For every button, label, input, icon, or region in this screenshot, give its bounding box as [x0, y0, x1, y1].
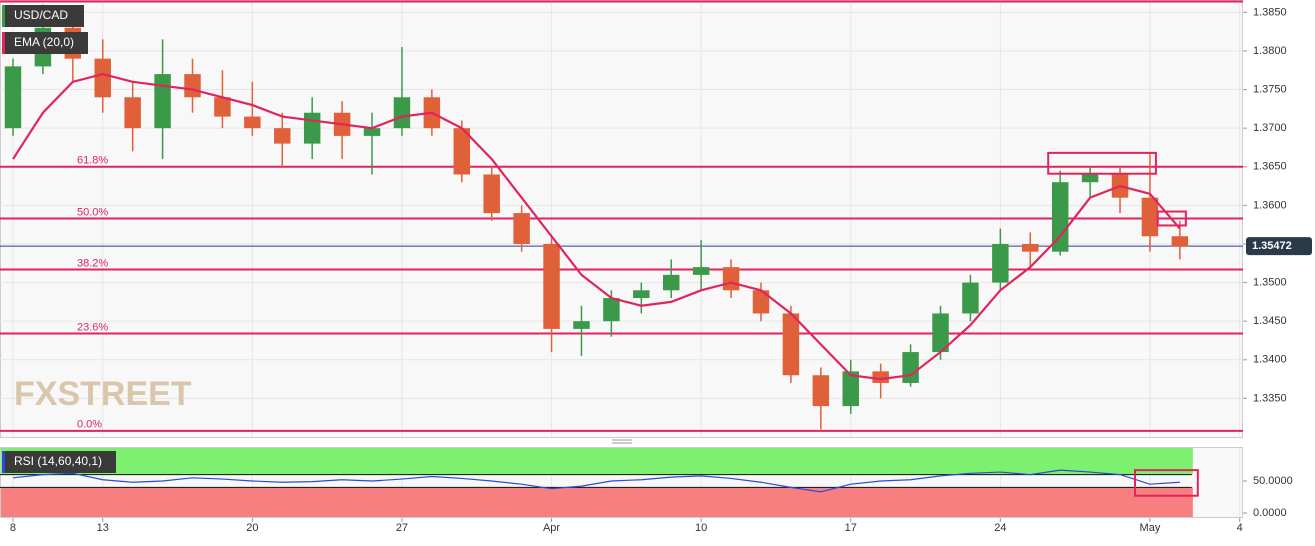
y-tick-label: 1.3750 [1253, 83, 1287, 95]
legend-rsi: RSI (14,60,40,1) [14, 454, 102, 468]
y-tick-label: 1.3800 [1253, 45, 1287, 57]
x-tick-label: 10 [695, 522, 707, 534]
rsi-tick-label: 0.0000 [1253, 507, 1287, 519]
current-price-label: 1.35472 [1252, 240, 1292, 252]
candle-body [363, 128, 381, 136]
candle-body [124, 97, 141, 129]
candle-body [393, 97, 411, 129]
y-tick-label: 1.3350 [1253, 392, 1287, 404]
watermark: FXSTREET [14, 375, 192, 413]
candle-body [962, 282, 979, 314]
candle-body [1022, 243, 1039, 252]
ema-line [12, 72, 1181, 381]
candle-body [94, 58, 111, 98]
legend-box [2, 32, 88, 54]
candle-body [483, 174, 500, 214]
fib-label: 0.0% [77, 419, 102, 431]
candle-body [184, 74, 201, 98]
candle-body [303, 112, 321, 144]
candle-body [4, 66, 22, 129]
candle-body [513, 213, 530, 244]
candle-body [1081, 174, 1099, 183]
candle-body [842, 371, 859, 407]
fib-label: 61.8% [77, 155, 108, 167]
candle-body [154, 74, 171, 129]
x-tick-label: Apr [543, 522, 560, 534]
candle-body [872, 371, 889, 383]
candle-body [1141, 197, 1159, 237]
rsi-zones [0, 448, 1193, 517]
legend-swatch [2, 32, 5, 54]
x-tick-label: 17 [845, 522, 857, 534]
rsi-oversold-zone [1, 487, 1193, 517]
candle-body [752, 290, 770, 314]
legend-swatch [2, 5, 5, 27]
rsi-highlight-box [1133, 469, 1199, 497]
candle-body [244, 116, 261, 129]
legend-ema: EMA (20,0) [14, 35, 74, 49]
y-tick-label: 1.3850 [1253, 6, 1287, 18]
x-tick-label: May [1140, 522, 1161, 534]
fib-label: 50.0% [77, 206, 108, 218]
legend-swatch [2, 451, 5, 473]
candle-body [1171, 236, 1189, 247]
x-tick-label: 20 [246, 522, 258, 534]
rsi-tick-label: 50.0000 [1253, 475, 1293, 487]
candle-body [543, 243, 560, 329]
y-tick-label: 1.3400 [1253, 354, 1287, 366]
candle-body [812, 375, 830, 407]
candle-body [722, 267, 740, 291]
x-tick-label: 27 [396, 522, 408, 534]
x-tick-label: 4 [1237, 522, 1243, 534]
y-tick-label: 1.3500 [1253, 276, 1287, 288]
y-tick-label: 1.3450 [1253, 315, 1287, 327]
legend-box [2, 5, 84, 27]
highlight-box [1047, 151, 1157, 175]
highlight-box [1156, 210, 1187, 227]
x-tick-label: 24 [994, 522, 1006, 534]
x-tick-label: 8 [10, 522, 16, 534]
candle-body [633, 290, 650, 299]
candle-body [992, 243, 1009, 283]
candle-body [782, 313, 800, 376]
current-price-badge [1246, 237, 1312, 256]
y-tick-label: 1.3600 [1253, 199, 1287, 211]
legend-symbol: USD/CAD [14, 8, 68, 22]
candle-body [692, 267, 710, 275]
rsi-line [12, 469, 1180, 493]
rsi-overbought-zone [1, 448, 1193, 475]
y-tick-label: 1.3700 [1253, 122, 1287, 134]
candle-body [214, 97, 231, 117]
candle-body [453, 128, 471, 175]
candle-body [932, 313, 949, 353]
candle-body [902, 352, 919, 383]
y-tick-label: 1.3650 [1253, 161, 1287, 173]
plot: 61.8% 50.0% 38.2% 23.6% 0.0% [0, 0, 1243, 497]
legend-box [2, 451, 116, 473]
candle-body [662, 274, 680, 291]
candle-body [1051, 182, 1069, 252]
candle-body [573, 321, 590, 329]
fib-label: 38.2% [77, 257, 108, 269]
x-tick-label: 13 [97, 522, 109, 534]
candle-body [603, 298, 620, 322]
fib-label: 23.6% [77, 321, 108, 333]
candle-body [274, 128, 291, 144]
